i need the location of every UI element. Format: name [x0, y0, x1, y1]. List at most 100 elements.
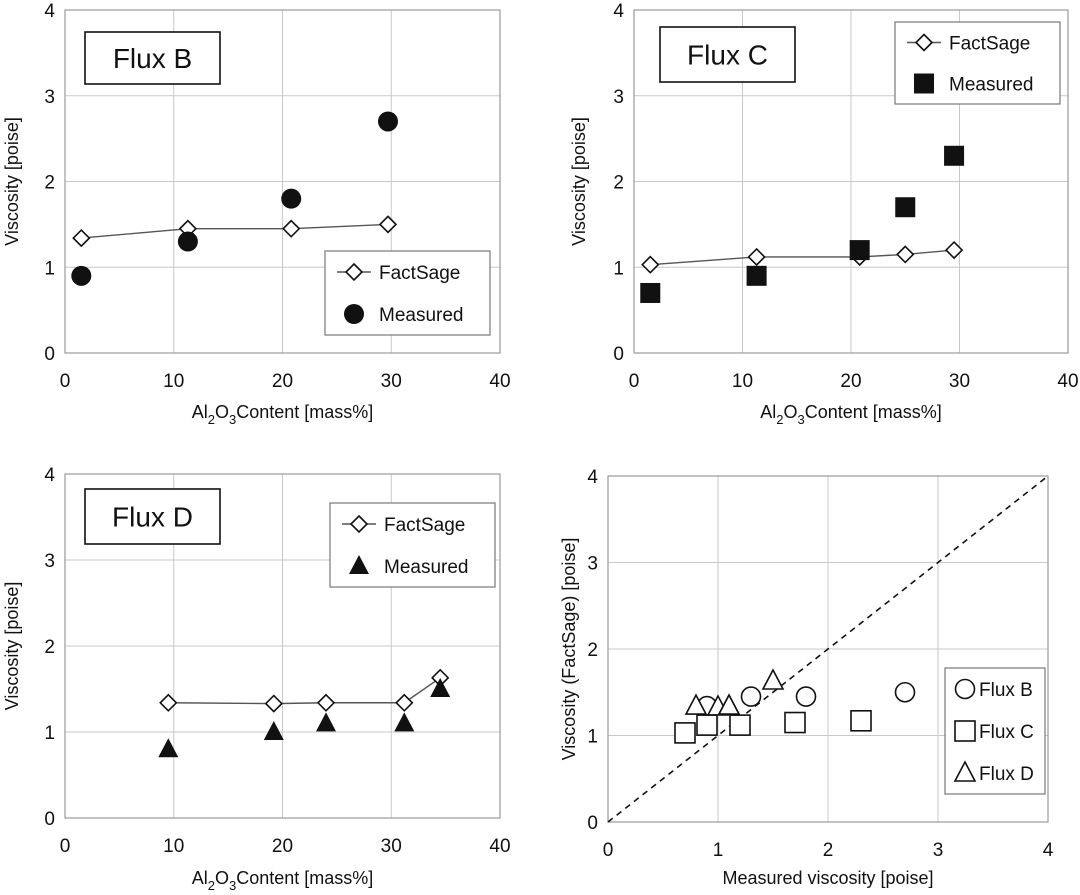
- x-axis-label-part: Al: [192, 868, 208, 888]
- x-tick-label: 40: [1057, 371, 1078, 392]
- data-point: [746, 265, 767, 286]
- data-point: [177, 231, 198, 252]
- parity-panel: 0 1 2 3 4 0 1 2 3 4 Viscosity (FactSage) [poise] Me…: [559, 467, 1054, 888]
- y-tick-label: 1: [44, 723, 55, 744]
- x-axis-label-part: Al: [760, 402, 776, 422]
- data-point: [740, 686, 762, 707]
- data-point: [696, 714, 718, 736]
- data-point: [316, 693, 336, 712]
- legend-label: Flux B: [979, 680, 1033, 701]
- legend-marker: [914, 73, 934, 94]
- legend-label: Flux C: [979, 722, 1034, 743]
- data-point: [641, 255, 660, 274]
- data-point: [281, 188, 302, 209]
- x-tick-label: 0: [60, 836, 71, 857]
- data-point: [640, 282, 661, 303]
- x-tick-label: 30: [381, 371, 402, 392]
- y-tick-label: 2: [44, 173, 55, 194]
- legend-marker: [349, 555, 369, 574]
- data-point: [282, 219, 301, 238]
- x-tick-label: 20: [272, 371, 293, 392]
- y-tick-label: 0: [613, 344, 624, 365]
- legend-label: Measured: [949, 75, 1034, 96]
- x-tick-label: 40: [489, 836, 510, 857]
- legend-label: Measured: [384, 557, 469, 578]
- x-tick-label: 0: [60, 371, 71, 392]
- x-tick-label: 30: [949, 371, 970, 392]
- plot-frame: [64, 473, 501, 819]
- plot-frame: [607, 475, 1049, 823]
- y-axis-label: Viscosity [poise]: [2, 582, 22, 711]
- data-point: [761, 668, 785, 690]
- y-tick-label: 4: [44, 465, 55, 486]
- x-tick-label: 20: [272, 836, 293, 857]
- legend-marker: [349, 514, 369, 534]
- legend-label: Measured: [379, 305, 464, 326]
- x-axis-label-part: O: [215, 868, 229, 888]
- data-point: [159, 693, 178, 712]
- data-point: [849, 240, 870, 261]
- data-point: [394, 712, 415, 732]
- legend: FactSage Measured: [894, 21, 1061, 105]
- x-axis-label-part: Content [mass%]: [236, 402, 373, 422]
- data-point: [395, 693, 414, 712]
- data-point: [896, 245, 915, 264]
- x-axis-label-part: 3: [797, 412, 804, 427]
- y-tick-label: 4: [587, 467, 598, 488]
- x-axis-label: Al2O3Content [mass%]: [192, 868, 374, 893]
- y-tick-label: 2: [44, 637, 55, 658]
- y-tick-label: 4: [613, 1, 624, 22]
- x-axis-label-part: O: [215, 402, 229, 422]
- data-point: [850, 709, 872, 732]
- y-tick-label: 0: [44, 809, 55, 830]
- panel-title: Flux B: [113, 43, 192, 74]
- legend-marker: [914, 33, 934, 52]
- x-axis-label-part: 2: [208, 412, 215, 427]
- legend-marker: [344, 304, 364, 324]
- data-point: [944, 240, 964, 260]
- data-point: [430, 678, 451, 697]
- x-axis-label-part: O: [783, 402, 797, 422]
- plot-frame: [64, 9, 501, 354]
- series-line: [81, 223, 389, 239]
- y-tick-label: 1: [613, 258, 624, 279]
- y-tick-label: 3: [44, 87, 55, 108]
- x-axis-label-part: 2: [208, 878, 215, 893]
- data-point: [264, 694, 283, 713]
- x-tick-label: 10: [163, 371, 184, 392]
- data-point: [784, 711, 806, 734]
- y-tick-label: 3: [587, 554, 598, 575]
- data-point: [674, 722, 696, 744]
- legend-marker: [954, 720, 976, 742]
- x-tick-label: 4: [1043, 840, 1054, 861]
- x-tick-label: 0: [603, 840, 614, 861]
- x-axis-label-part: Content [mass%]: [236, 868, 373, 888]
- series-flux-c: [674, 709, 872, 744]
- x-tick-label: 2: [823, 840, 834, 861]
- series-flux-d: [684, 668, 785, 716]
- data-point: [263, 721, 284, 740]
- data-point: [316, 712, 336, 732]
- data-point: [72, 228, 91, 248]
- x-tick-label: 30: [381, 836, 402, 857]
- data-point: [71, 265, 92, 286]
- data-point: [894, 681, 916, 703]
- legend: FactSage Measured: [329, 502, 496, 588]
- panel-title-box: [84, 31, 221, 85]
- x-axis-label-part: 3: [229, 878, 236, 893]
- data-point: [747, 247, 766, 267]
- y-tick-label: 1: [44, 258, 55, 279]
- data-point: [944, 145, 965, 166]
- y-tick-label: 0: [587, 813, 598, 834]
- data-point: [684, 693, 708, 715]
- legend-marker: [953, 760, 977, 782]
- x-tick-label: 0: [629, 371, 640, 392]
- legend-label: FactSage: [384, 515, 465, 536]
- data-point: [158, 738, 179, 758]
- x-axis-label: Measured viscosity [poise]: [722, 868, 933, 888]
- series-measured: [640, 145, 965, 303]
